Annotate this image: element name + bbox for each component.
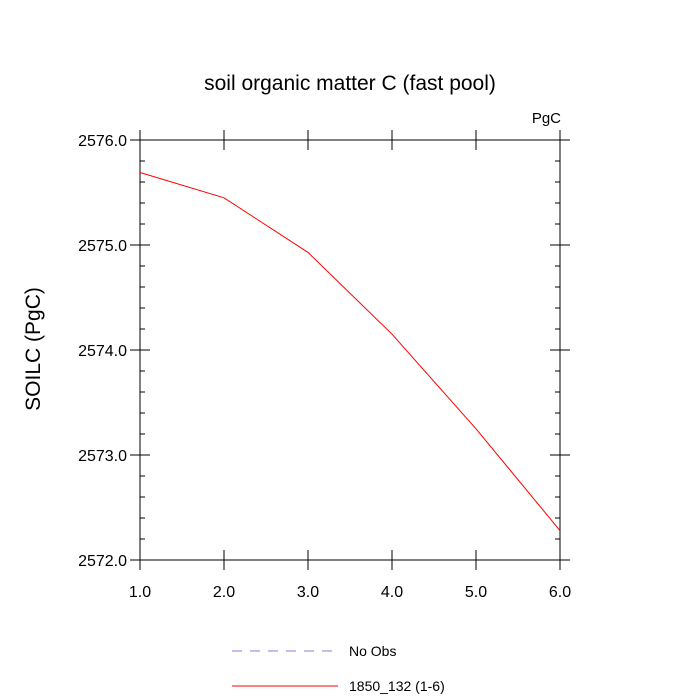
x-tick-label: 3.0	[297, 584, 319, 601]
y-tick-label: 2574.0	[78, 343, 127, 360]
y-tick-label: 2576.0	[78, 133, 127, 150]
units-label: PgC	[532, 110, 561, 127]
chart-title: soil organic matter C (fast pool)	[204, 72, 496, 95]
legend-label: No Obs	[349, 643, 396, 659]
x-tick-label: 1.0	[129, 584, 151, 601]
x-tick-label: 4.0	[381, 584, 403, 601]
x-tick-label: 6.0	[549, 584, 571, 601]
series-line	[139, 172, 561, 531]
y-tick-label: 2573.0	[78, 448, 127, 465]
tick-labels: 1.0 2.0 3.0 4.0 5.0 6.0 2572.0 2573.0 2574.0 2575…	[78, 133, 571, 601]
y-tick-label: 2572.0	[78, 553, 127, 570]
x-tick-label: 5.0	[465, 584, 487, 601]
x-tick-label: 2.0	[213, 584, 235, 601]
series-group	[139, 172, 561, 531]
plot-frame	[139, 139, 561, 561]
legend-label: 1850_132 (1-6)	[349, 678, 445, 694]
axis-ticks	[130, 130, 570, 570]
legend: No Obs 1850_132 (1-6)	[232, 643, 445, 694]
y-axis-label: SOILC (PgC)	[22, 287, 45, 411]
y-tick-label: 2575.0	[78, 238, 127, 255]
